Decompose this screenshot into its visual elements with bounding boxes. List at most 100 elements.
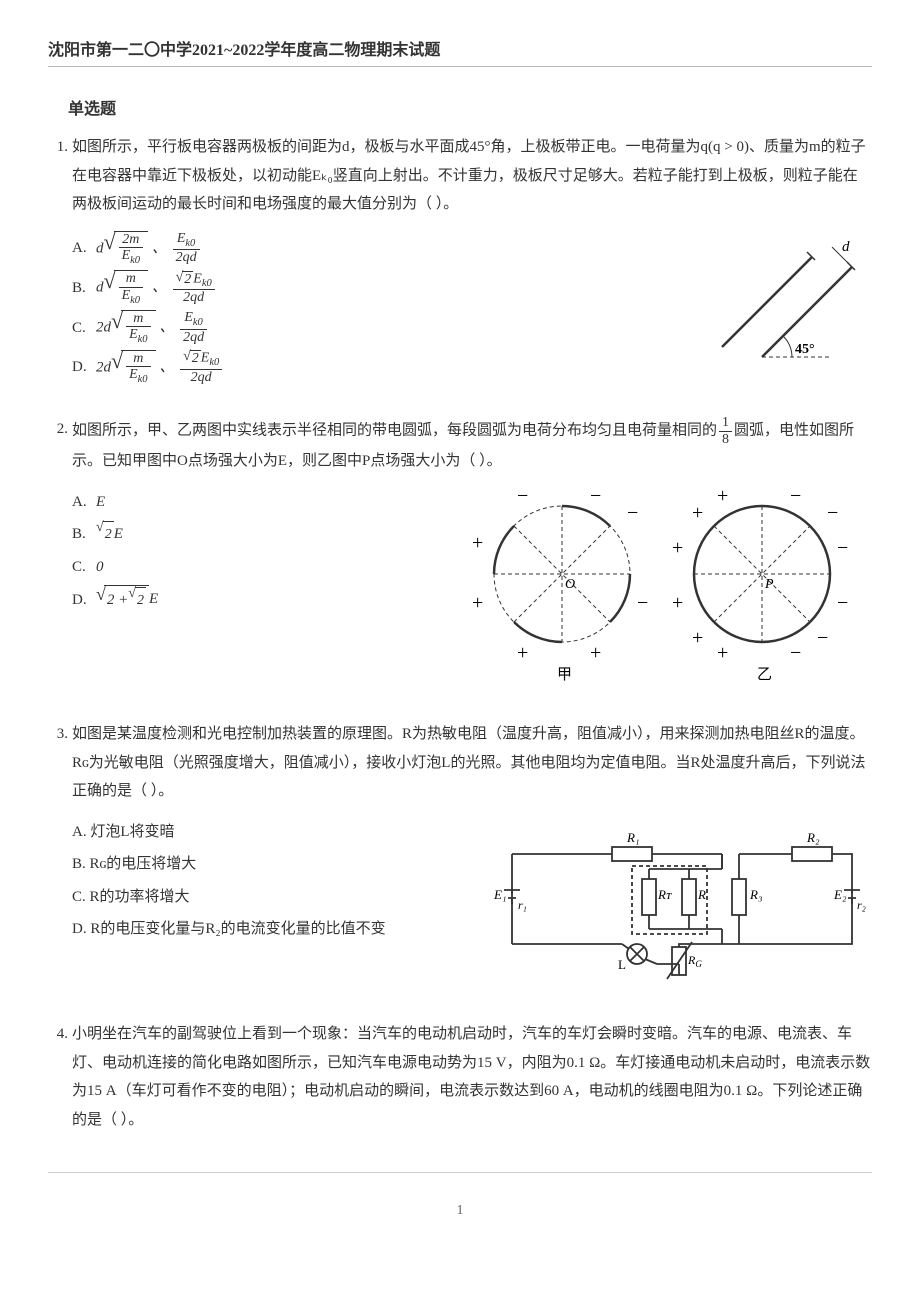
footer-divider	[48, 1172, 872, 1173]
q2-body: 如图所示，甲、乙两图中实线表示半径相同的带电圆弧，每段圆弧为电荷分布均匀且电荷量…	[72, 415, 872, 694]
q1-stem: 如图所示，平行板电容器两极板的间距为d，极板与水平面成45°角，上极板带正电。一…	[72, 133, 872, 219]
angle-label: 45°	[795, 342, 815, 357]
svg-text:−: −	[627, 502, 638, 524]
svg-text:+: +	[590, 642, 601, 664]
svg-text:+: +	[717, 642, 728, 664]
svg-text:+: +	[472, 532, 483, 554]
q1-d-expr: 2d√mEk0 、 √2Ek02qd	[96, 350, 224, 386]
q3-opt-a: A. 灯泡L将变暗	[72, 818, 472, 847]
q1-options-figure: A. d√2mEk0 、 Ek02qd B. d√mEk0 、	[72, 227, 872, 390]
q1-opt-b: B. d√mEk0 、 √2Ek02qd	[72, 270, 672, 306]
q2-stem: 如图所示，甲、乙两图中实线表示半径相同的带电圆弧，每段圆弧为电荷分布均匀且电荷量…	[72, 415, 872, 475]
capacitor-diagram-icon: d 45°	[692, 227, 872, 367]
svg-text:−: −	[837, 537, 848, 559]
e2-label: E₂	[833, 887, 847, 902]
opt-label: C.	[72, 314, 96, 343]
q3-stem: 如图是某温度检测和光电控制加热装置的原理图。R为热敏电阻（温度升高，阻值减小），…	[72, 720, 872, 806]
charged-arcs-diagram-icon: O − − + + + + − − 甲	[452, 484, 872, 684]
q1-figure: d 45°	[692, 227, 872, 378]
l-label: L	[618, 957, 626, 972]
svg-text:+: +	[672, 537, 683, 559]
e1-label: E₁	[493, 887, 506, 902]
cap1: 甲	[557, 667, 572, 683]
q2-b-val: √2E	[96, 520, 123, 549]
section-title: 单选题	[68, 95, 872, 119]
q2-options-figure: A. E B. √2E C. 0 D. √2 + √2E	[72, 484, 872, 695]
q2-opt-a: A. E	[72, 488, 432, 517]
q2-c-val: 0	[96, 553, 104, 582]
svg-text:−: −	[637, 592, 648, 614]
q4-body: 小明坐在汽车的副驾驶位上看到一个现象：当汽车的电动机启动时，汽车的车灯会瞬时变暗…	[72, 1020, 872, 1142]
svg-text:+: +	[692, 627, 703, 649]
svg-text:+: +	[692, 502, 703, 524]
q2-opt-d: D. √2 + √2E	[72, 585, 432, 615]
q2-frac-num: 1	[719, 415, 732, 431]
opt-label: B.	[72, 274, 96, 303]
opt-label: D.	[72, 586, 96, 615]
d-label: d	[842, 239, 850, 255]
question-4: 4. 小明坐在汽车的副驾驶位上看到一个现象：当汽车的电动机启动时，汽车的车灯会瞬…	[48, 1020, 872, 1142]
r-label: R	[697, 887, 706, 902]
svg-text:−: −	[817, 627, 828, 649]
q3-opt-b: B. Rɢ的电压将增大	[72, 850, 472, 879]
opt-label: D.	[72, 353, 96, 382]
svg-text:+: +	[517, 642, 528, 664]
page-number: 1	[48, 1203, 872, 1219]
q2-options: A. E B. √2E C. 0 D. √2 + √2E	[72, 484, 432, 619]
q1-opt-a: A. d√2mEk0 、 Ek02qd	[72, 231, 672, 267]
r3-label: R₃	[749, 887, 762, 902]
opt-label: A.	[72, 488, 96, 517]
rg-label: RG	[687, 953, 702, 969]
q1-number: 1.	[48, 133, 72, 162]
r1-label: R₁	[626, 830, 639, 845]
q2-opt-b: B. √2E	[72, 520, 432, 549]
q3-opt-c: C. R的功率将增大	[72, 883, 472, 912]
q3-body: 如图是某温度检测和光电控制加热装置的原理图。R为热敏电阻（温度升高，阻值减小），…	[72, 720, 872, 994]
q1-b-expr: d√mEk0 、 √2Ek02qd	[96, 270, 217, 306]
question-3: 3. 如图是某温度检测和光电控制加热装置的原理图。R为热敏电阻（温度升高，阻值减…	[48, 720, 872, 994]
q2-stem-pre: 如图所示，甲、乙两图中实线表示半径相同的带电圆弧，每段圆弧为电荷分布均匀且电荷量…	[72, 423, 717, 439]
opt-label: A.	[72, 234, 96, 263]
opt-label: C.	[72, 553, 96, 582]
q3-options: A. 灯泡L将变暗 B. Rɢ的电压将增大 C. R的功率将增大 D. R的电压…	[72, 814, 472, 948]
header-title: 沈阳市第一二〇中学2021~2022学年度高二物理期末试题	[48, 36, 872, 67]
q1-opt-c: C. 2d√mEk0 、 Ek02qd	[72, 310, 672, 346]
r2-label: R₂	[806, 830, 820, 845]
svg-text:+: +	[472, 592, 483, 614]
q3-opt-d: D. R的电压变化量与R₂的电流变化量的比值不变	[72, 915, 472, 944]
svg-text:+: +	[717, 485, 728, 507]
opt-label: B.	[72, 520, 96, 549]
q2-a-val: E	[96, 488, 105, 517]
q3-number: 3.	[48, 720, 72, 749]
page: 沈阳市第一二〇中学2021~2022学年度高二物理期末试题 单选题 1. 如图所…	[0, 0, 920, 1259]
q3-options-figure: A. 灯泡L将变暗 B. Rɢ的电压将增大 C. R的功率将增大 D. R的电压…	[72, 814, 872, 995]
q4-number: 4.	[48, 1020, 72, 1049]
o-label: O	[565, 577, 575, 592]
q1-c-expr: 2d√mEk0 、 Ek02qd	[96, 310, 209, 346]
q2-figure: O − − + + + + − − 甲	[452, 484, 872, 695]
svg-text:−: −	[827, 502, 838, 524]
ri1-label: r₁	[518, 898, 527, 912]
p-label: P	[764, 577, 774, 592]
q2-frac-den: 8	[719, 432, 732, 447]
ri2-label: r₂	[857, 898, 866, 912]
q1-opt-d: D. 2d√mEk0 、 √2Ek02qd	[72, 350, 672, 386]
svg-text:−: −	[790, 485, 801, 507]
question-2: 2. 如图所示，甲、乙两图中实线表示半径相同的带电圆弧，每段圆弧为电荷分布均匀且…	[48, 415, 872, 694]
cap2: 乙	[757, 667, 772, 683]
q1-body: 如图所示，平行板电容器两极板的间距为d，极板与水平面成45°角，上极板带正电。一…	[72, 133, 872, 389]
circuit-diagram-icon: R₁ R₂ R₃ Rᴛ R RG L E₁ r₁ E₂ r₂	[492, 814, 872, 984]
q1-options: A. d√2mEk0 、 Ek02qd B. d√mEk0 、	[72, 227, 672, 390]
svg-text:−: −	[590, 485, 601, 507]
q4-stem: 小明坐在汽车的副驾驶位上看到一个现象：当汽车的电动机启动时，汽车的车灯会瞬时变暗…	[72, 1020, 872, 1134]
question-1: 1. 如图所示，平行板电容器两极板的间距为d，极板与水平面成45°角，上极板带正…	[48, 133, 872, 389]
q1-a-expr: d√2mEk0 、 Ek02qd	[96, 231, 202, 267]
svg-text:+: +	[672, 592, 683, 614]
svg-text:−: −	[790, 642, 801, 664]
q2-number: 2.	[48, 415, 72, 444]
q2-opt-c: C. 0	[72, 553, 432, 582]
q2-d-val: √2 + √2E	[96, 585, 158, 615]
q3-figure: R₁ R₂ R₃ Rᴛ R RG L E₁ r₁ E₂ r₂	[492, 814, 872, 995]
svg-text:−: −	[517, 485, 528, 507]
rt-label: Rᴛ	[657, 887, 672, 902]
